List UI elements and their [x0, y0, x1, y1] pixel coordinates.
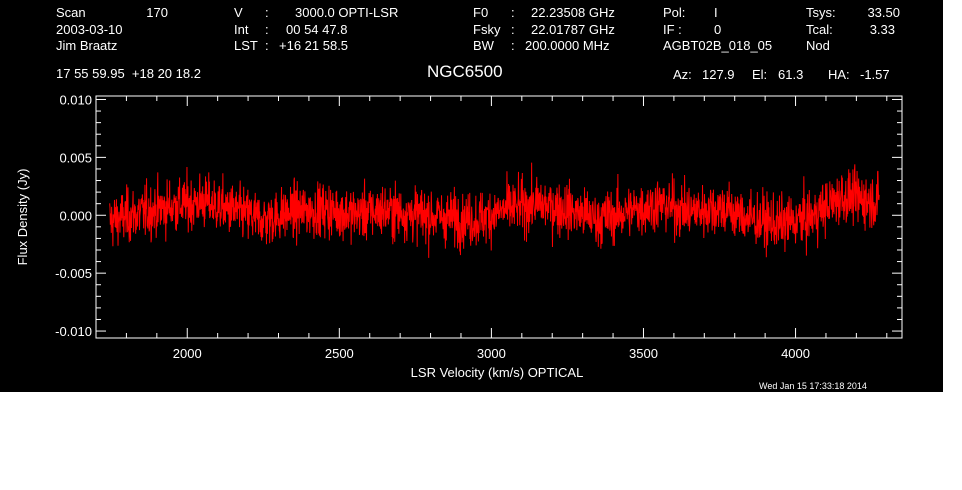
lst-value: +16 21 58.5 — [279, 38, 349, 53]
ha-label: HA: — [828, 67, 850, 82]
fsky-value: 22.01787 GHz — [531, 22, 615, 37]
if-label: IF : — [663, 22, 682, 37]
scan-value: 170 — [146, 5, 168, 20]
y-tick-label: 0.005 — [59, 150, 92, 165]
x-tick-label: 3500 — [629, 346, 658, 361]
el-value: 61.3 — [778, 67, 804, 82]
bw-label: BW — [473, 38, 494, 53]
tsys-label: Tsys: — [806, 5, 836, 20]
lst-sep: : — [265, 38, 269, 53]
y-tick-label: -0.005 — [55, 266, 92, 281]
y-tick-label: 0.000 — [59, 208, 92, 223]
tcal-label: Tcal: — [806, 22, 833, 37]
scan-label: Scan — [56, 5, 86, 20]
x-tick-label: 3000 — [477, 346, 506, 361]
bw-sep: : — [511, 38, 515, 53]
observing-mode: Nod — [806, 38, 830, 53]
x-axis-ticks: 2000 2500 3000 3500 4000 — [125, 96, 888, 361]
int-label: Int — [234, 22, 249, 37]
plot-timestamp: Wed Jan 15 17:33:18 2014 — [759, 381, 867, 391]
observation-date: 2003-03-10 — [56, 22, 123, 37]
int-value: 00 54 47.8 — [286, 22, 348, 37]
source-coordinates: 17 55 59.95 +18 20 18.2 — [56, 66, 201, 81]
spectrum-series-trace — [109, 162, 880, 258]
plot-panel: 2000 2500 3000 3500 4000 -0.010 -0.005 0.000 0.… — [0, 0, 943, 392]
object-name: NGC6500 — [427, 62, 503, 81]
spectrum-chart: 2000 2500 3000 3500 4000 -0.010 -0.005 0.000 0.… — [15, 92, 903, 380]
y-axis-ticks: -0.010 -0.005 0.000 0.005 0.010 — [55, 92, 902, 339]
y-axis-label: Flux Density (Jy) — [15, 169, 30, 266]
x-tick-label: 2500 — [325, 346, 354, 361]
x-tick-label: 4000 — [781, 346, 810, 361]
fsky-label: Fsky — [473, 22, 501, 37]
y-tick-label: 0.010 — [59, 92, 92, 107]
pol-label: Pol: — [663, 5, 686, 20]
az-value: 127.9 — [702, 67, 735, 82]
pol-value: I — [714, 5, 718, 20]
plot-frame — [95, 95, 903, 339]
ha-value: -1.57 — [860, 67, 890, 82]
bw-value: 200.0000 MHz — [525, 38, 610, 53]
tsys-value: 33.50 — [867, 5, 900, 20]
velocity-label: V — [234, 5, 243, 20]
f0-label: F0 — [473, 5, 489, 20]
if-value: 0 — [714, 22, 722, 37]
f0-sep: : — [511, 5, 515, 20]
int-sep: : — [265, 22, 269, 37]
el-label: El: — [752, 67, 768, 82]
velocity-sep: : — [265, 5, 269, 20]
x-axis-label: LSR Velocity (km/s) OPTICAL — [411, 365, 584, 380]
fsky-sep: : — [511, 22, 515, 37]
y-tick-label: -0.010 — [55, 324, 92, 339]
project-id: AGBT02B_018_05 — [663, 38, 773, 53]
f0-value: 22.23508 GHz — [531, 5, 615, 20]
lst-label: LST — [234, 38, 258, 53]
az-label: Az: — [673, 67, 692, 82]
spectrum-series-line — [109, 162, 880, 258]
tcal-value: 3.33 — [869, 22, 895, 37]
x-tick-label: 2000 — [173, 346, 202, 361]
velocity-value: 3000.0 OPTI-LSR — [295, 5, 399, 20]
observer-name: Jim Braatz — [56, 38, 118, 53]
